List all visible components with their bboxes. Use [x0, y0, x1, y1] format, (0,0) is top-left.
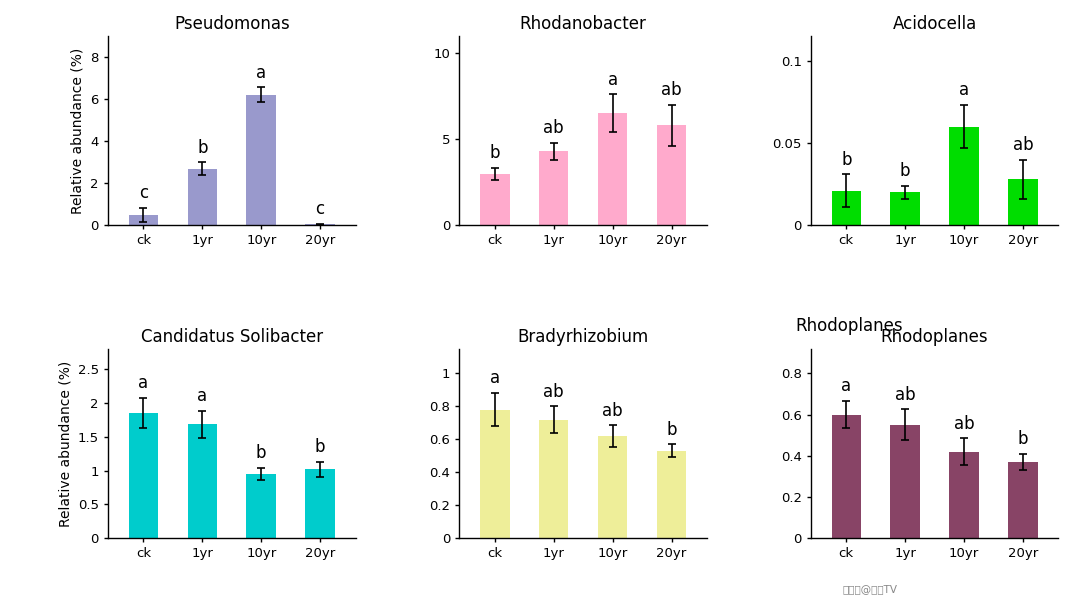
- Bar: [481, 410, 510, 538]
- Text: b: b: [900, 162, 910, 180]
- Bar: [188, 169, 217, 225]
- Title: Rhodanobacter: Rhodanobacter: [519, 15, 647, 33]
- Bar: [1009, 462, 1038, 538]
- Title: Pseudomonas: Pseudomonas: [174, 15, 289, 33]
- Text: c: c: [139, 184, 148, 202]
- Bar: [832, 414, 861, 538]
- Bar: [598, 436, 627, 538]
- Bar: [246, 474, 276, 538]
- Text: c: c: [315, 200, 325, 218]
- Text: b: b: [841, 151, 851, 169]
- Text: ab: ab: [603, 402, 623, 420]
- Bar: [949, 451, 978, 538]
- Bar: [1009, 179, 1038, 225]
- Bar: [890, 425, 920, 538]
- Text: ab: ab: [661, 81, 681, 99]
- Bar: [246, 95, 276, 225]
- Text: ab: ab: [1013, 136, 1034, 154]
- Y-axis label: Relative abundance (%): Relative abundance (%): [58, 361, 72, 527]
- Bar: [657, 126, 686, 225]
- Text: b: b: [256, 444, 267, 462]
- Text: a: a: [198, 388, 207, 405]
- Text: a: a: [841, 377, 851, 395]
- Text: b: b: [197, 139, 207, 157]
- Text: ab: ab: [954, 414, 974, 432]
- Bar: [539, 151, 568, 225]
- Bar: [832, 191, 861, 225]
- Text: b: b: [666, 420, 677, 438]
- Text: Rhodoplanes: Rhodoplanes: [795, 317, 903, 335]
- Bar: [306, 469, 335, 538]
- Title: Bradyrhizobium: Bradyrhizobium: [517, 328, 649, 346]
- Y-axis label: Relative abundance (%): Relative abundance (%): [71, 47, 85, 213]
- Text: ab: ab: [543, 119, 564, 137]
- Text: 搜狐号@说茶TV: 搜狐号@说茶TV: [842, 584, 897, 594]
- Title: Acidocella: Acidocella: [892, 15, 976, 33]
- Text: a: a: [256, 64, 267, 82]
- Text: b: b: [315, 438, 325, 456]
- Text: a: a: [489, 370, 500, 388]
- Text: b: b: [489, 144, 500, 162]
- Bar: [129, 413, 158, 538]
- Text: a: a: [608, 71, 618, 89]
- Text: a: a: [138, 374, 148, 392]
- Bar: [890, 193, 920, 225]
- Bar: [657, 451, 686, 538]
- Bar: [306, 224, 335, 225]
- Bar: [949, 127, 978, 225]
- Bar: [188, 425, 217, 538]
- Title: Rhodoplanes: Rhodoplanes: [881, 328, 988, 346]
- Bar: [598, 114, 627, 225]
- Title: Candidatus Solibacter: Candidatus Solibacter: [140, 328, 323, 346]
- Bar: [539, 420, 568, 538]
- Bar: [481, 174, 510, 225]
- Bar: [129, 215, 158, 225]
- Text: a: a: [959, 81, 969, 99]
- Text: ab: ab: [543, 383, 564, 401]
- Text: ab: ab: [895, 386, 916, 404]
- Text: b: b: [1017, 430, 1028, 448]
